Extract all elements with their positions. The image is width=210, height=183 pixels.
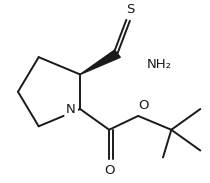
Text: O: O — [104, 164, 114, 177]
Text: N: N — [66, 102, 76, 115]
Text: S: S — [126, 3, 134, 16]
Text: O: O — [138, 100, 149, 113]
Polygon shape — [80, 50, 120, 74]
Text: NH₂: NH₂ — [146, 58, 171, 71]
